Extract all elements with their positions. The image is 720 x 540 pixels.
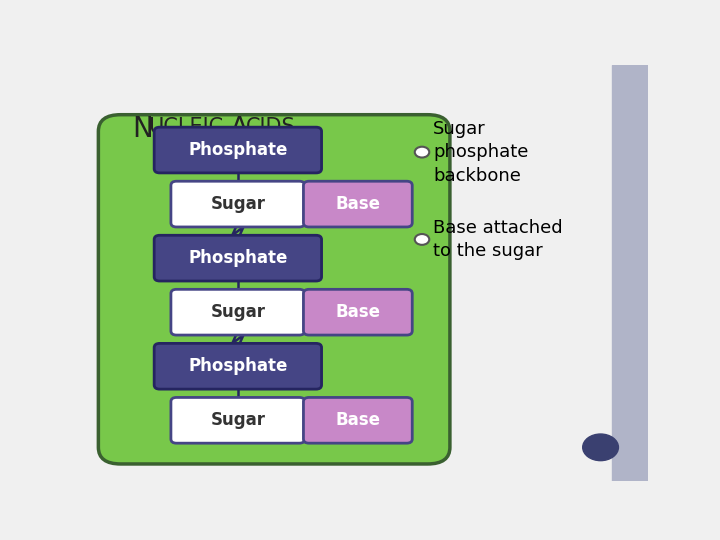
FancyBboxPatch shape	[303, 397, 413, 443]
FancyBboxPatch shape	[171, 397, 305, 443]
Text: Base attached
to the sugar: Base attached to the sugar	[433, 219, 563, 260]
Text: Sugar: Sugar	[210, 303, 266, 321]
Bar	[612, 65, 648, 481]
Text: Sugar: Sugar	[210, 195, 266, 213]
FancyBboxPatch shape	[303, 289, 413, 335]
FancyBboxPatch shape	[154, 235, 322, 281]
FancyBboxPatch shape	[303, 181, 413, 227]
Circle shape	[582, 434, 618, 461]
FancyBboxPatch shape	[171, 181, 305, 227]
FancyBboxPatch shape	[154, 127, 322, 173]
FancyBboxPatch shape	[171, 289, 305, 335]
Text: Base: Base	[336, 195, 380, 213]
Text: UCLEIC: UCLEIC	[148, 117, 224, 137]
Text: N: N	[132, 114, 153, 143]
Text: Phosphate: Phosphate	[188, 357, 287, 375]
Text: CIDS: CIDS	[246, 117, 296, 137]
FancyBboxPatch shape	[154, 343, 322, 389]
Text: Base: Base	[336, 303, 380, 321]
Text: A: A	[230, 114, 248, 143]
Text: Sugar: Sugar	[210, 411, 266, 429]
Text: Sugar
phosphate
backbone: Sugar phosphate backbone	[433, 119, 528, 185]
Text: Base: Base	[336, 411, 380, 429]
Text: Phosphate: Phosphate	[188, 141, 287, 159]
FancyBboxPatch shape	[99, 114, 450, 464]
Circle shape	[415, 234, 429, 245]
Circle shape	[415, 147, 429, 158]
Text: Phosphate: Phosphate	[188, 249, 287, 267]
